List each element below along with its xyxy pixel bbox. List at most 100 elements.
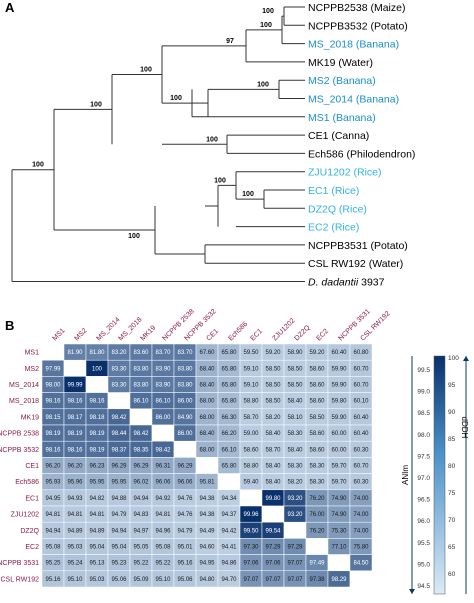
heatmap-cell-value: 94.38 [199,512,215,518]
heatmap-cell-value: 94.93 [67,496,83,502]
heatmap-row-label: Ech586 [15,479,39,486]
heatmap-cell-value: 58.50 [287,366,303,372]
heatmap-cell-value: 95.22 [133,561,149,567]
tree-leaf-label: DZ2Q (Rice) [308,203,367,215]
heatmap-cell-value: 98.00 [45,383,61,389]
heatmap-cell-value: 84.90 [177,415,193,421]
heatmap-cell-value: 76.00 [309,512,325,518]
heatmap-cell-value: 94.89 [89,528,105,534]
heatmap-cell-value: 94.96 [155,528,171,534]
colorbar-tick-right: 75 [448,490,456,497]
heatmap-cell [305,538,329,555]
heatmap-cell-value: 58.50 [265,383,281,389]
heatmap-cell-value: 60.30 [353,480,369,486]
heatmap-col-label: ZJU1202 [271,317,296,342]
heatmap-cell-value: 94.88 [111,496,127,502]
heatmap-cell-value: 99.96 [243,512,259,518]
heatmap-cell-value: 98.35 [133,447,149,453]
bootstrap-value: 100 [242,191,254,198]
heatmap-cell-value: 94.95 [45,496,61,502]
heatmap-row-label: NCPPB 2538 [0,431,39,438]
heatmap-cell-value: 83.80 [177,383,193,389]
heatmap-cell-value: 77.10 [331,545,347,551]
heatmap-row-label: MS_2018 [9,398,39,405]
bootstrap-value: 100 [214,177,226,184]
heatmap-cell-value: 65.80 [221,464,237,470]
colorbar-tick-left: 99.5 [417,367,430,374]
heatmap-cell [195,457,219,474]
heatmap-cell-value: 83.90 [155,366,171,372]
heatmap-cell-value: 98.17 [67,415,83,421]
heatmap-cell-value: 68.00 [199,399,215,405]
colorbar [433,355,446,595]
heatmap-cell-value: 98.16 [89,399,105,405]
heatmap-row-label: MS1 [25,350,40,357]
heatmap-cell-value: 58.60 [309,383,325,389]
bootstrap-value: 100 [140,66,152,73]
heatmap-cell-value: 95.24 [67,561,83,567]
tree-leaf-label: EC1 (Rice) [308,185,359,197]
heatmap-cell-value: 95.09 [133,577,149,583]
heatmap-cell-value: 100 [92,366,103,372]
heatmap-col-label: DZ2Q [293,324,312,343]
heatmap-cell-value: 76.20 [309,528,325,534]
heatmap-cell-value: 59.40 [243,480,259,486]
heatmap-col-label: MK19 [139,324,157,342]
heatmap-cell-value: 86.10 [155,399,171,405]
heatmap-cell [85,376,109,393]
heatmap-cell-value: 95.23 [111,561,127,567]
heatmap-cell-value: 94.82 [89,496,105,502]
heatmap-cell-value: 59.90 [331,415,347,421]
heatmap-cell-value: 58.50 [265,399,281,405]
heatmap-cell-value: 58.40 [265,480,281,486]
heatmap-cell-value: 94.60 [199,545,215,551]
heatmap-cell-value: 97.07 [265,577,281,583]
heatmap-cell-value: 96.29 [177,464,193,470]
heatmap-cell-value: 94.41 [221,545,237,551]
heatmap-row-label: CSL RW192 [0,576,39,583]
tree-leaf-label: MS1 (Banana) [308,112,376,124]
heatmap-cell [239,489,263,507]
heatmap-cell-value: 94.81 [45,512,61,518]
heatmap-cell-value: 58.30 [287,464,303,470]
heatmap-cell-value: 60.30 [353,447,369,453]
heatmap-cell-value: 93.20 [287,512,303,518]
heatmap-cell [327,554,351,572]
heatmap-cell-value: 95.03 [89,577,105,583]
heatmap-cell-value: 83.30 [111,366,127,372]
colorbar-tick-left: 95.0 [417,561,430,568]
colorbar-left-title: ANIm [401,465,410,485]
heatmap-cell-value: 96.23 [89,464,105,470]
heatmap-cell-value: 95.81 [199,480,215,486]
heatmap-cell-value: 58.20 [287,480,303,486]
heatmap-cell-value: 58.10 [287,415,303,421]
heatmap-cell-value: 94.37 [221,512,237,518]
tree-leaf-label: CE1 (Canna) [308,130,369,142]
heatmap-cell-value: 86.10 [133,399,149,405]
heatmap-cell-value: 98.15 [45,415,61,421]
heatmap-cell-value: 95.06 [177,577,193,583]
heatmap-cell-value: 58.60 [309,399,325,405]
heatmap-cell-value: 59.80 [331,399,347,405]
heatmap-cell-value: 95.01 [177,545,193,551]
heatmap-cell-value: 66.30 [221,415,237,421]
heatmap-cell-value: 98.29 [331,577,347,583]
heatmap-row-label: ZJU1202 [11,512,40,519]
heatmap-col-label: MS1 [51,327,66,342]
heatmap-cell-value: 97.38 [309,577,325,583]
tree-leaf-label: Ech586 (Philodendron) [308,148,415,160]
heatmap-cell-value: 97.99 [45,366,61,372]
heatmap-cell-value: 95.04 [89,545,105,551]
heatmap-cell-value: 58.70 [265,447,281,453]
heatmap-cell-value: 98.16 [67,399,83,405]
heatmap-cell-value: 97.07 [287,577,303,583]
heatmap-cell-value: 95.05 [133,545,149,551]
heatmap-cell-value: 98.37 [111,447,127,453]
heatmap-cell-value: 94.94 [133,496,149,502]
heatmap-cell-value: 94.86 [221,561,237,567]
heatmap-cell-value: 94.79 [177,528,193,534]
heatmap-cell [63,359,87,377]
heatmap-cell-value: 74.00 [353,496,369,502]
heatmap-cell-value: 74.90 [331,496,347,502]
heatmap-cell-value: 58.70 [243,415,259,421]
